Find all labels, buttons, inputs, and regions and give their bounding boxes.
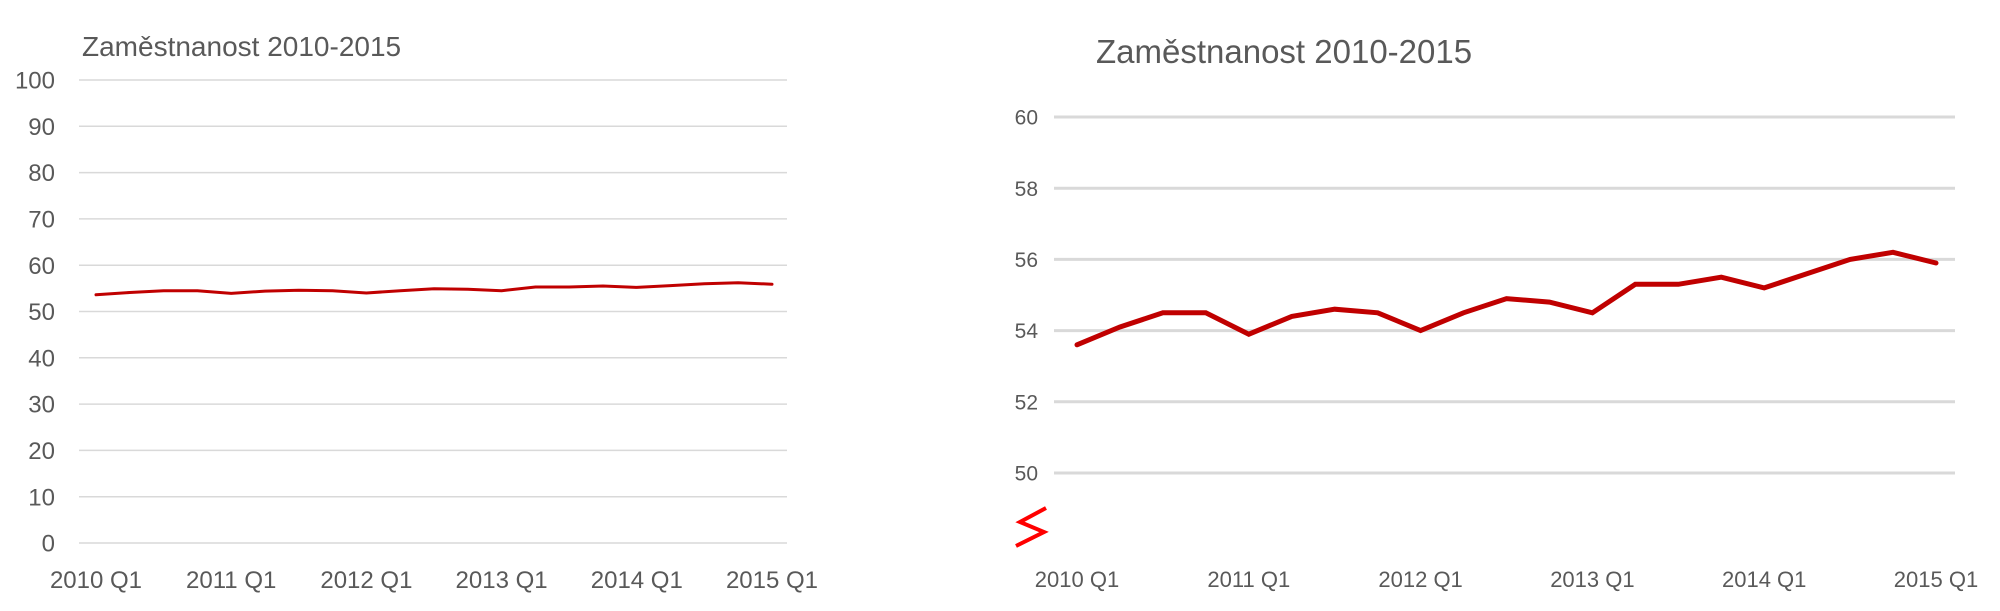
right-data-point bbox=[1762, 286, 1766, 290]
left-x-tick-label: 2014 Q1 bbox=[591, 567, 683, 594]
right-data-point bbox=[1161, 311, 1165, 315]
left-data-point bbox=[128, 291, 132, 295]
right-data-point bbox=[1805, 272, 1809, 276]
left-data-point bbox=[669, 284, 673, 288]
left-data-point bbox=[229, 291, 233, 295]
right-data-point bbox=[1505, 297, 1509, 301]
left-y-tick-label: 90 bbox=[28, 114, 55, 141]
right-data-point bbox=[1376, 311, 1380, 315]
right-axis-break-marker bbox=[1015, 506, 1049, 548]
right-data-point bbox=[1419, 329, 1423, 333]
right-y-tick-label: 50 bbox=[1015, 463, 1038, 486]
left-y-tick-label: 80 bbox=[28, 160, 55, 187]
left-data-point bbox=[533, 285, 537, 289]
right-data-point bbox=[1934, 261, 1938, 265]
right-data-point bbox=[1633, 282, 1637, 286]
right-data-point bbox=[1247, 332, 1251, 336]
left-y-tick-label: 100 bbox=[15, 68, 55, 95]
left-y-tick-label: 30 bbox=[28, 392, 55, 419]
left-data-point bbox=[263, 289, 267, 293]
left-y-tick-label: 70 bbox=[28, 207, 55, 234]
right-x-tick-label: 2015 Q1 bbox=[1894, 567, 1978, 592]
right-data-point bbox=[1333, 307, 1337, 311]
right-data-point bbox=[1118, 325, 1122, 329]
left-data-point bbox=[195, 289, 199, 293]
left-data-point bbox=[94, 293, 98, 297]
right-data-point bbox=[1204, 311, 1208, 315]
right-data-point bbox=[1676, 282, 1680, 286]
left-x-tick-label: 2013 Q1 bbox=[456, 567, 548, 594]
left-data-point bbox=[500, 289, 504, 293]
left-y-tick-label: 0 bbox=[42, 531, 55, 558]
right-x-tick-label: 2010 Q1 bbox=[1035, 567, 1119, 592]
left-x-tick-label: 2012 Q1 bbox=[320, 567, 412, 594]
right-data-point bbox=[1848, 257, 1852, 261]
chart-left: Zaměstnanost 2010-2015 0 10 20 30 40 50 60 70 80… bbox=[15, 31, 818, 594]
right-data-point bbox=[1462, 311, 1466, 315]
left-x-tick-label: 2010 Q1 bbox=[50, 567, 142, 594]
left-data-point bbox=[466, 287, 470, 291]
left-data-point bbox=[770, 282, 774, 286]
right-data-point bbox=[1547, 300, 1551, 304]
right-y-tick-label: 60 bbox=[1015, 107, 1038, 130]
left-data-point bbox=[736, 281, 740, 285]
right-data-point bbox=[1075, 343, 1079, 347]
right-y-tick-label: 56 bbox=[1015, 249, 1038, 272]
left-x-tick-label: 2015 Q1 bbox=[726, 567, 818, 594]
right-y-tick-label: 52 bbox=[1015, 391, 1038, 414]
left-y-tick-label: 20 bbox=[28, 438, 55, 465]
chart-right-title: Zaměstnanost 2010-2015 bbox=[1096, 33, 1472, 70]
chart-left-title: Zaměstnanost 2010-2015 bbox=[82, 31, 401, 62]
left-y-tick-label: 50 bbox=[28, 299, 55, 326]
left-data-point bbox=[162, 289, 166, 293]
chart-right: Zaměstnanost 2010-2015 50 52 54 56 58 60 2010 … bbox=[1015, 33, 1979, 592]
left-data-point bbox=[364, 291, 368, 295]
left-data-point bbox=[432, 287, 436, 291]
left-data-point bbox=[601, 284, 605, 288]
right-data-point bbox=[1891, 250, 1895, 254]
right-x-tick-label: 2014 Q1 bbox=[1722, 567, 1806, 592]
left-data-point bbox=[702, 282, 706, 286]
right-y-tick-label: 58 bbox=[1015, 178, 1038, 201]
left-x-tick-label: 2011 Q1 bbox=[186, 567, 276, 594]
right-x-tick-label: 2011 Q1 bbox=[1207, 567, 1290, 592]
right-series-line bbox=[1074, 249, 1939, 348]
left-y-tick-label: 10 bbox=[28, 484, 55, 511]
left-data-point bbox=[567, 285, 571, 289]
left-data-point bbox=[331, 289, 335, 293]
left-data-point bbox=[398, 289, 402, 293]
right-data-point bbox=[1290, 314, 1294, 318]
right-y-tick-label: 54 bbox=[1015, 320, 1039, 343]
right-x-tick-label: 2012 Q1 bbox=[1378, 567, 1462, 592]
left-y-tick-label: 40 bbox=[28, 345, 55, 372]
left-data-point bbox=[635, 285, 639, 289]
left-series-line bbox=[94, 281, 774, 297]
left-y-tick-label: 60 bbox=[28, 253, 55, 280]
right-x-tick-label: 2013 Q1 bbox=[1550, 567, 1634, 592]
right-data-point bbox=[1590, 311, 1594, 315]
left-data-point bbox=[297, 288, 301, 292]
right-data-point bbox=[1719, 275, 1723, 279]
